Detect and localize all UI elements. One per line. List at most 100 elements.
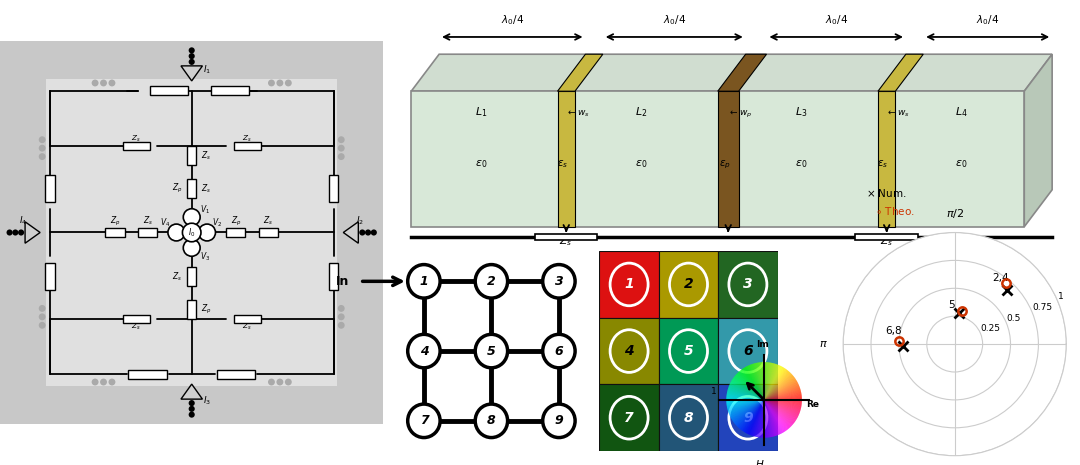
Wedge shape xyxy=(764,400,798,417)
Text: 2,4: 2,4 xyxy=(993,273,1009,283)
Wedge shape xyxy=(754,400,764,437)
Wedge shape xyxy=(755,363,764,400)
Wedge shape xyxy=(727,400,764,409)
Wedge shape xyxy=(764,400,801,403)
Wedge shape xyxy=(734,377,764,400)
Wedge shape xyxy=(764,400,768,438)
Text: 9: 9 xyxy=(554,414,564,427)
Wedge shape xyxy=(764,400,766,438)
Wedge shape xyxy=(764,400,786,431)
Wedge shape xyxy=(757,400,764,437)
Bar xyxy=(259,228,278,237)
Wedge shape xyxy=(764,398,801,400)
Wedge shape xyxy=(764,382,797,400)
Wedge shape xyxy=(731,380,764,400)
Wedge shape xyxy=(764,400,797,420)
Wedge shape xyxy=(764,400,793,425)
Wedge shape xyxy=(747,366,764,400)
Circle shape xyxy=(408,334,441,368)
Circle shape xyxy=(338,305,345,312)
Wedge shape xyxy=(747,400,764,434)
Circle shape xyxy=(189,59,194,65)
Wedge shape xyxy=(764,400,801,408)
Wedge shape xyxy=(746,400,764,433)
Wedge shape xyxy=(746,366,764,400)
Wedge shape xyxy=(764,400,779,435)
Wedge shape xyxy=(753,400,764,436)
Wedge shape xyxy=(728,390,764,400)
Text: 2: 2 xyxy=(487,275,496,288)
Wedge shape xyxy=(764,383,798,400)
Wedge shape xyxy=(764,400,792,426)
Wedge shape xyxy=(727,400,764,406)
Wedge shape xyxy=(764,400,791,427)
Wedge shape xyxy=(730,400,764,418)
Text: 9: 9 xyxy=(743,411,753,425)
Wedge shape xyxy=(764,400,800,411)
Circle shape xyxy=(184,209,200,226)
Text: $Z_p$: $Z_p$ xyxy=(110,214,120,227)
Wedge shape xyxy=(764,363,772,400)
Wedge shape xyxy=(742,369,764,400)
Circle shape xyxy=(285,80,292,86)
Wedge shape xyxy=(764,370,788,400)
Text: 4: 4 xyxy=(419,345,429,358)
Text: $Z_s$: $Z_s$ xyxy=(264,215,273,227)
Text: 1: 1 xyxy=(711,387,717,396)
Text: Re: Re xyxy=(806,400,819,409)
Wedge shape xyxy=(764,365,780,400)
Wedge shape xyxy=(744,367,764,400)
Wedge shape xyxy=(727,400,764,408)
Circle shape xyxy=(189,406,194,412)
Bar xyxy=(659,251,718,318)
Circle shape xyxy=(189,47,194,53)
Wedge shape xyxy=(764,365,778,400)
Text: $V_1$: $V_1$ xyxy=(200,203,211,216)
Wedge shape xyxy=(764,400,789,428)
Wedge shape xyxy=(757,400,764,437)
Text: $\lambda_0/4$: $\lambda_0/4$ xyxy=(825,13,848,27)
Bar xyxy=(599,251,659,318)
Wedge shape xyxy=(727,398,764,400)
Wedge shape xyxy=(764,400,781,434)
Wedge shape xyxy=(764,400,772,437)
Wedge shape xyxy=(743,368,764,400)
Wedge shape xyxy=(764,400,772,437)
Wedge shape xyxy=(764,400,801,408)
Wedge shape xyxy=(764,400,797,418)
Wedge shape xyxy=(764,400,801,403)
Wedge shape xyxy=(759,362,764,400)
Polygon shape xyxy=(878,54,923,91)
Wedge shape xyxy=(764,370,787,400)
Wedge shape xyxy=(764,400,801,402)
Wedge shape xyxy=(754,363,764,400)
Wedge shape xyxy=(727,393,764,400)
Circle shape xyxy=(338,322,345,329)
Circle shape xyxy=(285,379,292,385)
Text: 6,8: 6,8 xyxy=(886,326,902,336)
Circle shape xyxy=(12,229,18,236)
Text: $Z_s$: $Z_s$ xyxy=(143,215,152,227)
Wedge shape xyxy=(764,386,799,400)
Wedge shape xyxy=(756,363,764,400)
Wedge shape xyxy=(764,400,787,430)
Wedge shape xyxy=(727,400,764,405)
Bar xyxy=(599,318,659,385)
Circle shape xyxy=(39,322,45,329)
Wedge shape xyxy=(737,374,764,400)
Wedge shape xyxy=(764,369,786,400)
Text: $Z_s$: $Z_s$ xyxy=(172,270,183,283)
Wedge shape xyxy=(764,365,779,400)
Wedge shape xyxy=(743,400,764,432)
Wedge shape xyxy=(764,400,795,423)
Wedge shape xyxy=(764,362,768,400)
Wedge shape xyxy=(735,375,764,400)
Wedge shape xyxy=(744,400,764,432)
Wedge shape xyxy=(764,378,796,400)
Wedge shape xyxy=(764,363,773,400)
Wedge shape xyxy=(742,400,764,431)
Polygon shape xyxy=(718,54,767,91)
Wedge shape xyxy=(764,400,786,431)
Wedge shape xyxy=(764,400,796,421)
Wedge shape xyxy=(734,376,764,400)
